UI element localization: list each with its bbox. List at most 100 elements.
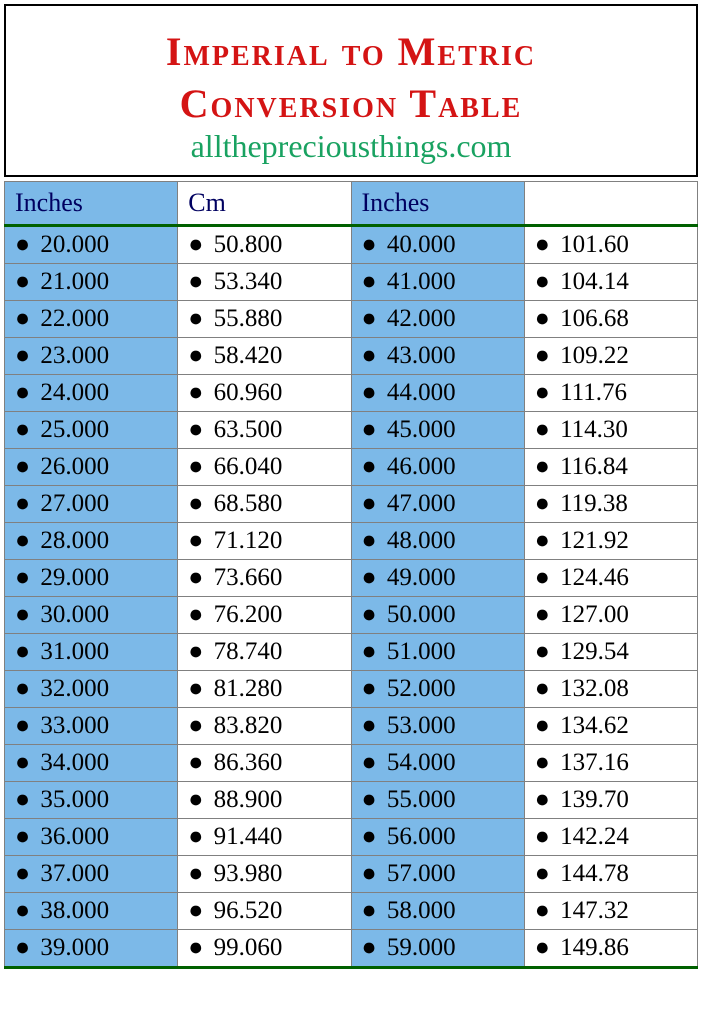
cell-value: 24.000 <box>34 379 109 406</box>
table-cell: ● 47.000 <box>351 486 524 523</box>
bullet-icon: ● <box>188 268 203 295</box>
bullet-icon: ● <box>535 564 550 591</box>
table-row: ● 26.000● 66.040● 46.000● 116.84 <box>5 449 698 486</box>
bullet-icon: ● <box>15 379 30 406</box>
bullet-icon: ● <box>15 231 30 258</box>
table-cell: ● 129.54 <box>524 634 697 671</box>
bullet-icon: ● <box>535 527 550 554</box>
table-cell: ● 116.84 <box>524 449 697 486</box>
table-row: ● 32.000● 81.280● 52.000● 132.08 <box>5 671 698 708</box>
bullet-icon: ● <box>15 268 30 295</box>
bullet-icon: ● <box>15 897 30 924</box>
cell-value: 27.000 <box>34 490 109 517</box>
bullet-icon: ● <box>362 305 377 332</box>
bullet-icon: ● <box>535 934 550 961</box>
bullet-icon: ● <box>188 453 203 480</box>
table-cell: ● 53.000 <box>351 708 524 745</box>
bullet-icon: ● <box>535 897 550 924</box>
table-cell: ● 55.000 <box>351 782 524 819</box>
cell-value: 134.62 <box>554 712 629 739</box>
table-cell: ● 58.420 <box>178 338 351 375</box>
cell-value: 40.000 <box>381 231 456 258</box>
table-row: ● 39.000● 99.060● 59.000● 149.86 <box>5 930 698 968</box>
bullet-icon: ● <box>188 490 203 517</box>
bullet-icon: ● <box>188 897 203 924</box>
table-cell: ● 58.000 <box>351 893 524 930</box>
table-cell: ● 23.000 <box>5 338 178 375</box>
table-cell: ● 86.360 <box>178 745 351 782</box>
bullet-icon: ● <box>535 638 550 665</box>
bullet-icon: ● <box>188 823 203 850</box>
cell-value: 20.000 <box>34 231 109 258</box>
cell-value: 86.360 <box>207 749 282 776</box>
bullet-icon: ● <box>188 527 203 554</box>
bullet-icon: ● <box>15 527 30 554</box>
table-cell: ● 147.32 <box>524 893 697 930</box>
bullet-icon: ● <box>535 823 550 850</box>
table-cell: ● 51.000 <box>351 634 524 671</box>
cell-value: 56.000 <box>381 823 456 850</box>
table-cell: ● 96.520 <box>178 893 351 930</box>
cell-value: 59.000 <box>381 934 456 961</box>
table-row: ● 28.000● 71.120● 48.000● 121.92 <box>5 523 698 560</box>
bullet-icon: ● <box>15 675 30 702</box>
title-line-1: Imperial to Metric <box>166 29 536 74</box>
table-row: ● 38.000● 96.520● 58.000● 147.32 <box>5 893 698 930</box>
table-cell: ● 132.08 <box>524 671 697 708</box>
cell-value: 57.000 <box>381 860 456 887</box>
table-cell: ● 114.30 <box>524 412 697 449</box>
cell-value: 54.000 <box>381 749 456 776</box>
cell-value: 73.660 <box>207 564 282 591</box>
table-cell: ● 40.000 <box>351 226 524 264</box>
table-body: ● 20.000● 50.800● 40.000● 101.60● 21.000… <box>5 226 698 968</box>
table-cell: ● 76.200 <box>178 597 351 634</box>
cell-value: 52.000 <box>381 675 456 702</box>
bullet-icon: ● <box>362 490 377 517</box>
table-cell: ● 35.000 <box>5 782 178 819</box>
cell-value: 76.200 <box>207 601 282 628</box>
table-cell: ● 57.000 <box>351 856 524 893</box>
bullet-icon: ● <box>535 786 550 813</box>
cell-value: 68.580 <box>207 490 282 517</box>
table-row: ● 31.000● 78.740● 51.000● 129.54 <box>5 634 698 671</box>
cell-value: 49.000 <box>381 564 456 591</box>
table-cell: ● 99.060 <box>178 930 351 968</box>
cell-value: 36.000 <box>34 823 109 850</box>
cell-value: 50.000 <box>381 601 456 628</box>
table-cell: ● 121.92 <box>524 523 697 560</box>
cell-value: 96.520 <box>207 897 282 924</box>
cell-value: 55.000 <box>381 786 456 813</box>
table-cell: ● 49.000 <box>351 560 524 597</box>
cell-value: 111.76 <box>554 379 627 406</box>
table-cell: ● 50.800 <box>178 226 351 264</box>
bullet-icon: ● <box>188 638 203 665</box>
bullet-icon: ● <box>535 231 550 258</box>
table-cell: ● 25.000 <box>5 412 178 449</box>
bullet-icon: ● <box>362 231 377 258</box>
cell-value: 51.000 <box>381 638 456 665</box>
bullet-icon: ● <box>362 823 377 850</box>
bullet-icon: ● <box>15 712 30 739</box>
cell-value: 147.32 <box>554 897 629 924</box>
table-cell: ● 83.820 <box>178 708 351 745</box>
bullet-icon: ● <box>188 564 203 591</box>
table-cell: ● 101.60 <box>524 226 697 264</box>
bullet-icon: ● <box>362 453 377 480</box>
subtitle: allthepreciousthings.com <box>16 128 686 165</box>
cell-value: 71.120 <box>207 527 282 554</box>
cell-value: 47.000 <box>381 490 456 517</box>
bullet-icon: ● <box>15 823 30 850</box>
cell-value: 116.84 <box>554 453 628 480</box>
bullet-icon: ● <box>535 675 550 702</box>
cell-value: 109.22 <box>554 342 629 369</box>
table-cell: ● 22.000 <box>5 301 178 338</box>
cell-value: 129.54 <box>554 638 629 665</box>
bullet-icon: ● <box>362 379 377 406</box>
table-cell: ● 53.340 <box>178 264 351 301</box>
cell-value: 119.38 <box>554 490 628 517</box>
header-box: Imperial to Metric Conversion Table allt… <box>4 4 698 177</box>
cell-value: 104.14 <box>554 268 629 295</box>
bullet-icon: ● <box>15 305 30 332</box>
cell-value: 29.000 <box>34 564 109 591</box>
bullet-icon: ● <box>362 268 377 295</box>
